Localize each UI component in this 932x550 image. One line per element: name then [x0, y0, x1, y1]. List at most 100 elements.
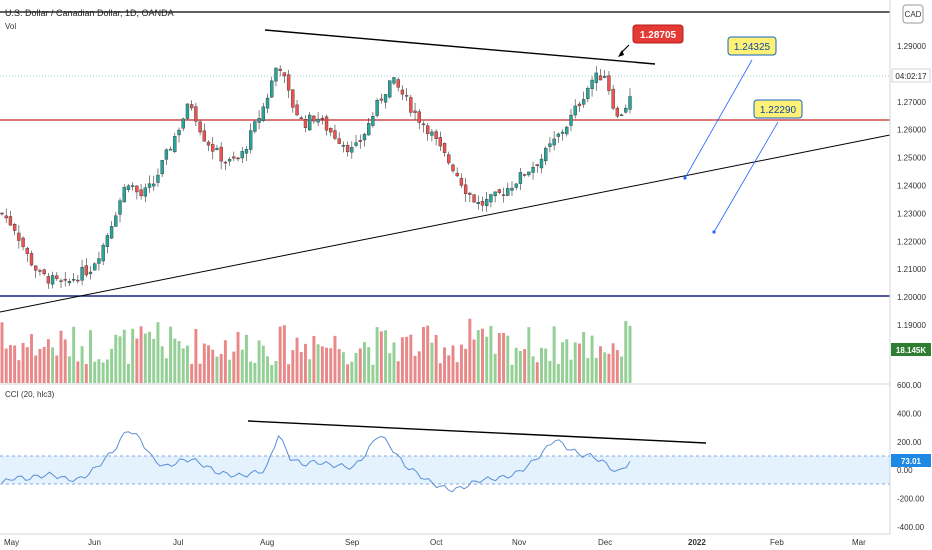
projection-line-2[interactable] — [713, 121, 779, 233]
candle — [168, 146, 173, 151]
volume-bar — [556, 364, 560, 383]
candle-body — [185, 103, 190, 119]
candle — [463, 177, 468, 202]
candle — [232, 151, 236, 162]
volume-bar — [278, 326, 282, 383]
volume-bar — [443, 347, 447, 383]
callout-top-price[interactable]: 1.28705 — [632, 24, 684, 44]
candle — [603, 69, 607, 79]
candle — [518, 168, 523, 190]
candle — [88, 266, 93, 280]
candle — [548, 137, 552, 153]
candle-body — [312, 115, 316, 122]
candle-body — [109, 226, 114, 239]
projection-line-1[interactable] — [684, 59, 753, 179]
ascending-trendline[interactable] — [0, 134, 891, 313]
candle-body — [320, 117, 324, 120]
candle — [489, 193, 493, 208]
volume-bar — [169, 326, 173, 383]
callout-2[interactable]: 1.24325 — [727, 36, 777, 56]
volume-bar — [430, 342, 434, 383]
volume-bar — [540, 347, 543, 383]
descending-trendline[interactable] — [264, 29, 656, 65]
volume-bar — [337, 349, 341, 383]
candle — [367, 117, 371, 136]
cci-band — [0, 456, 890, 484]
callout-arrow-head — [618, 50, 624, 57]
price-tick-5: 1.24000 — [897, 182, 926, 191]
currency-badge-box[interactable] — [902, 4, 924, 24]
candle-body — [421, 123, 426, 126]
candle — [409, 94, 413, 117]
time-axis[interactable] — [0, 533, 932, 550]
candle — [139, 184, 143, 200]
candle-body — [25, 247, 29, 254]
candle-body — [240, 151, 244, 159]
volume-bar — [282, 325, 286, 383]
callout-top-bg — [632, 24, 684, 44]
price-tick-8: 1.21000 — [897, 265, 926, 274]
symbol-title: U.S. Dollar / Canadian Dollar, 1D, OANDA — [5, 8, 174, 18]
candle-body — [476, 201, 480, 204]
volume-bar — [544, 348, 548, 383]
candle — [581, 91, 586, 108]
callout-3[interactable]: 1.22290 — [753, 99, 803, 119]
volume-bar — [177, 341, 181, 383]
candle-body — [274, 67, 278, 82]
candle-body — [126, 185, 131, 190]
candle — [8, 210, 13, 226]
candle-body — [46, 276, 51, 284]
price-tick-7: 1.22000 — [897, 237, 926, 246]
candle — [417, 109, 421, 130]
candle — [147, 175, 152, 193]
volume-bar — [308, 359, 312, 383]
candle-body — [118, 200, 122, 215]
candle — [485, 191, 489, 212]
volume-bar — [354, 352, 358, 383]
volume-bar — [223, 340, 227, 383]
candle-body — [215, 148, 219, 150]
volume-bar — [25, 347, 29, 383]
volume-bar — [329, 348, 333, 383]
candle — [164, 148, 169, 166]
volume-bar — [628, 325, 632, 383]
candle — [506, 182, 510, 197]
candle-body — [556, 133, 561, 137]
candle — [274, 67, 278, 87]
candle — [59, 278, 63, 288]
candle-body — [510, 187, 514, 191]
candle-body — [12, 224, 17, 231]
volume-bar — [287, 364, 291, 383]
cci-pane[interactable]: CCI (20, hlc3) — [0, 383, 890, 493]
candle-body — [404, 95, 409, 97]
candle-body — [371, 116, 375, 126]
volume-bar — [211, 349, 215, 383]
candle — [198, 119, 202, 136]
candle-body — [468, 192, 472, 195]
candle-body — [168, 148, 173, 151]
volume-bar — [367, 347, 371, 383]
candle-body — [282, 72, 287, 77]
candle — [350, 141, 354, 159]
candle — [42, 268, 46, 276]
candle-body — [493, 191, 497, 197]
volume-bar — [270, 364, 274, 383]
price-tick-4: 1.25000 — [897, 154, 926, 163]
cci-divergence-line[interactable] — [247, 420, 707, 444]
candle-body — [181, 118, 185, 129]
candle — [451, 163, 455, 174]
volume-bar — [489, 325, 493, 383]
volume-bar — [620, 356, 624, 383]
candle-body — [539, 158, 544, 169]
volume-bar — [295, 337, 299, 383]
cci-value-label: 73.01 — [901, 457, 922, 466]
candle-body — [152, 183, 156, 187]
candle-body — [383, 94, 388, 103]
cci-tick-4: -200.00 — [897, 495, 925, 504]
price-pane[interactable] — [0, 0, 891, 383]
volume-bar — [17, 360, 21, 383]
time-label-4: Sep — [345, 538, 360, 547]
candle — [189, 100, 194, 111]
candle — [438, 131, 443, 152]
